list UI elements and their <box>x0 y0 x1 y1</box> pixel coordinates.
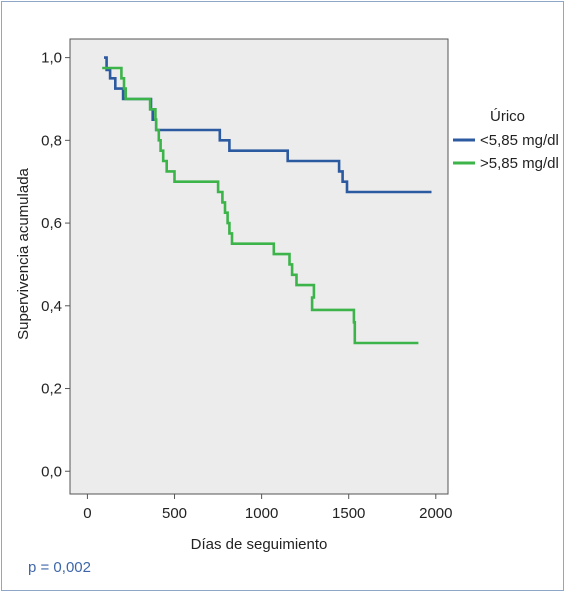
y-tick-label: 1,0 <box>41 50 62 67</box>
x-tick-label: 1500 <box>332 505 365 522</box>
series-line-high <box>102 66 419 345</box>
y-axis: 0,0 0,2 0,4 0,6 0,8 1,0 <box>41 50 70 480</box>
plot-area <box>69 38 449 495</box>
y-tick-label: 0,2 <box>41 381 62 398</box>
y-tick-label: 0,8 <box>41 132 62 149</box>
legend-label-high: >5,85 mg/dl <box>480 155 559 172</box>
x-tick-label: 500 <box>162 505 187 522</box>
legend: Úrico <5,85 mg/dl >5,85 mg/dl <box>453 108 559 172</box>
x-tick-label: 2000 <box>419 505 452 522</box>
series-layer <box>102 56 432 345</box>
y-axis-title: Supervivencia acumulada <box>15 167 32 339</box>
y-tick-label: 0,4 <box>41 298 62 315</box>
x-axis-title: Días de seguimiento <box>191 536 328 553</box>
legend-title: Úrico <box>490 108 525 125</box>
p-value-annotation: p = 0,002 <box>28 559 91 576</box>
kaplan-meier-chart: 0,0 0,2 0,4 0,6 0,8 1,0 0 500 1000 1500 2000 Días… <box>15 38 559 553</box>
x-tick-label: 0 <box>83 505 91 522</box>
y-tick-label: 0,6 <box>41 215 62 232</box>
x-tick-label: 1000 <box>245 505 278 522</box>
x-axis: 0 500 1000 1500 2000 <box>83 494 452 522</box>
y-tick-label: 0,0 <box>41 463 62 480</box>
legend-label-low: <5,85 mg/dl <box>480 132 559 149</box>
